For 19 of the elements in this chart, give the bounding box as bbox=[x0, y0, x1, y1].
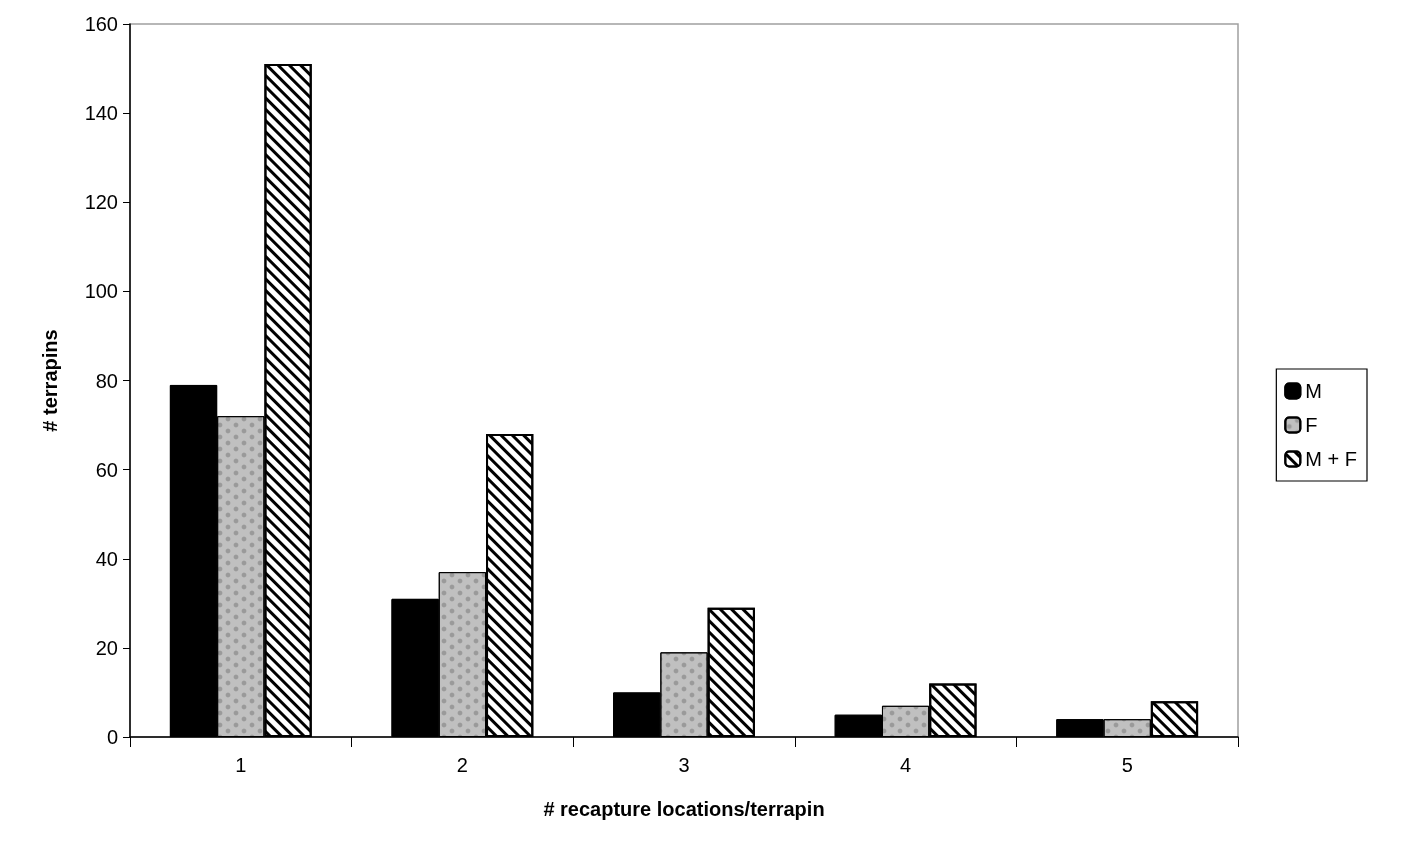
y-tick-label: 20 bbox=[95, 636, 118, 659]
y-tick-label: 0 bbox=[106, 726, 118, 748]
legend-label: F bbox=[1305, 414, 1318, 436]
x-tick-label: 5 bbox=[1121, 754, 1133, 776]
y-tick-label: 40 bbox=[95, 547, 118, 570]
y-tick-label: 80 bbox=[95, 369, 118, 392]
y-tick-label: 160 bbox=[84, 13, 118, 35]
x-tick-label: 1 bbox=[235, 754, 247, 776]
x-tick-label: 3 bbox=[678, 754, 690, 776]
legend-label: M bbox=[1305, 380, 1322, 402]
legend-label: M + F bbox=[1305, 448, 1357, 470]
y-axis-title: # terrapins bbox=[39, 329, 61, 432]
y-tick-label: 140 bbox=[84, 102, 118, 125]
x-axis-title: # recapture locations/terrapin bbox=[543, 798, 825, 820]
y-tick-label: 120 bbox=[84, 191, 118, 214]
x-tick-label: 2 bbox=[456, 754, 468, 776]
y-tick-label: 100 bbox=[84, 280, 118, 303]
y-tick-label: 60 bbox=[95, 458, 118, 481]
x-tick-label: 4 bbox=[900, 754, 912, 776]
